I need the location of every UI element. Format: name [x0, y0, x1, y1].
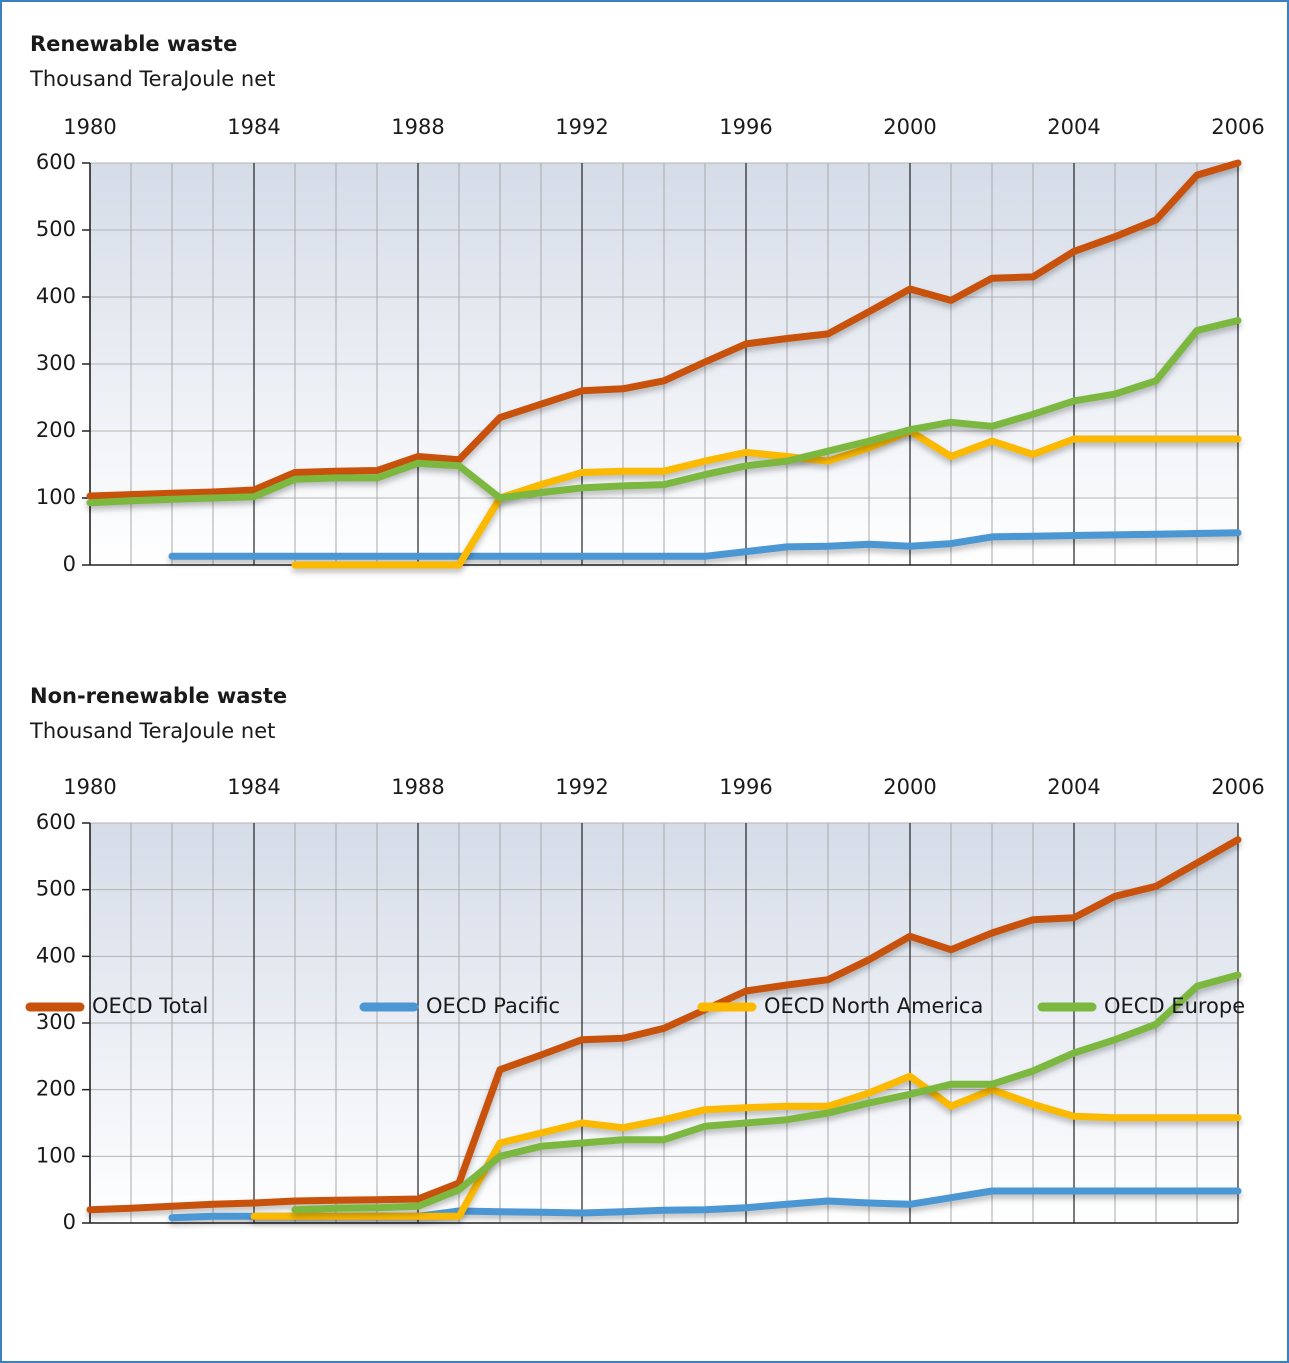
x-tick-label: 2006 — [1211, 775, 1264, 799]
x-tick-label: 1988 — [391, 775, 444, 799]
series-line — [86, 836, 1242, 1214]
series-line — [168, 529, 1242, 560]
x-tick-label: 1992 — [555, 115, 608, 139]
y-tick-label: 300 — [36, 351, 76, 375]
y-tick-label: 400 — [36, 284, 76, 308]
chart-title: Non-renewable waste — [30, 684, 287, 708]
y-tick-label: 100 — [36, 485, 76, 509]
series-line — [86, 159, 1242, 500]
series-line — [86, 317, 1242, 507]
y-tick-label: 400 — [36, 943, 76, 967]
y-tick-label: 200 — [36, 418, 76, 442]
y-tick-label: 600 — [36, 150, 76, 174]
x-tick-label: 2000 — [883, 775, 936, 799]
chart-subtitle: Thousand TeraJoule net — [29, 67, 275, 91]
x-tick-label: 1980 — [63, 115, 116, 139]
y-tick-label: 600 — [36, 810, 76, 834]
series-line — [291, 427, 1242, 569]
x-tick-label: 1984 — [227, 775, 280, 799]
y-tick-label: 300 — [36, 1010, 76, 1034]
y-tick-label: 100 — [36, 1143, 76, 1167]
x-tick-label: 1996 — [719, 775, 772, 799]
legend-label: OECD North America — [764, 994, 983, 1018]
series-line — [250, 1072, 1242, 1220]
legend-label: OECD Total — [92, 994, 208, 1018]
x-tick-label: 1996 — [719, 115, 772, 139]
y-tick-label: 500 — [36, 877, 76, 901]
x-tick-label: 2004 — [1047, 115, 1100, 139]
x-tick-label: 1980 — [63, 775, 116, 799]
x-tick-label: 2004 — [1047, 775, 1100, 799]
x-tick-label: 1992 — [555, 775, 608, 799]
x-tick-label: 1988 — [391, 115, 444, 139]
chart-title: Renewable waste — [30, 32, 237, 56]
y-tick-label: 0 — [63, 552, 76, 576]
y-tick-label: 0 — [63, 1210, 76, 1234]
x-tick-label: 2000 — [883, 115, 936, 139]
legend-label: OECD Pacific — [426, 994, 560, 1018]
chart-subtitle: Thousand TeraJoule net — [29, 719, 275, 743]
y-tick-label: 200 — [36, 1077, 76, 1101]
series-line — [291, 971, 1242, 1214]
x-tick-label: 1984 — [227, 115, 280, 139]
y-tick-label: 500 — [36, 217, 76, 241]
x-tick-label: 2006 — [1211, 115, 1264, 139]
legend-label: OECD Europe — [1104, 994, 1245, 1018]
